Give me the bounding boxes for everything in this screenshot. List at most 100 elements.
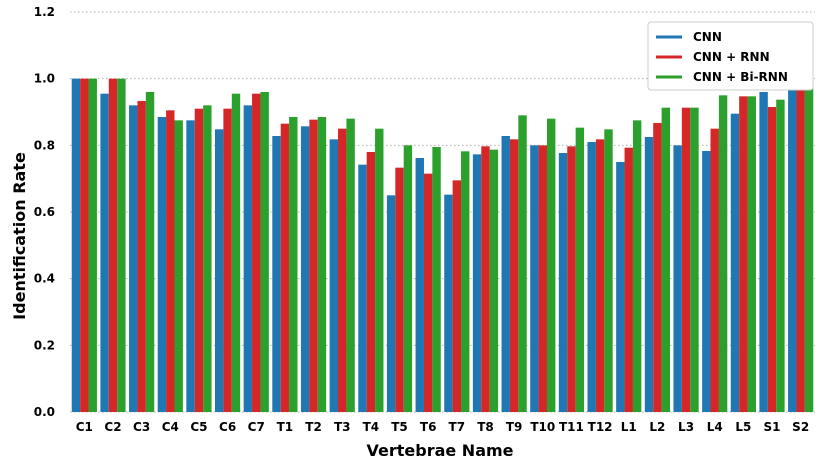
x-tick-label: C7 [248, 420, 265, 434]
bar [461, 151, 470, 413]
bar [223, 108, 232, 413]
bar [530, 145, 539, 413]
x-tick-label: C1 [76, 420, 93, 434]
bar [730, 113, 740, 413]
legend-label: CNN + Bi-RNN [693, 70, 788, 84]
bar [346, 118, 355, 413]
bar [386, 195, 396, 412]
legend-label: CNN [693, 30, 722, 44]
x-tick-label: T5 [391, 420, 408, 434]
y-axis-title: Identification Rate [10, 152, 29, 320]
x-tick-label: L4 [707, 420, 723, 434]
bar [280, 123, 290, 413]
bar [375, 128, 384, 412]
bar [157, 117, 167, 412]
y-tick-label: 1.0 [34, 72, 55, 86]
bar [673, 145, 682, 413]
bar [624, 147, 633, 412]
y-tick-label: 0.6 [34, 205, 55, 219]
bar [329, 139, 339, 413]
bar [546, 118, 556, 413]
x-tick-label: T8 [477, 420, 494, 434]
bar [518, 115, 527, 412]
bar [702, 151, 711, 412]
bar [501, 136, 510, 412]
bar [616, 162, 625, 412]
bar [759, 92, 768, 412]
y-tick-label: 0.2 [34, 338, 55, 352]
bar [300, 126, 310, 412]
bar [604, 129, 613, 413]
bar [567, 146, 576, 413]
x-tick-label: T11 [559, 420, 584, 434]
bar [710, 128, 719, 412]
bar [804, 78, 814, 413]
bar [358, 164, 367, 412]
bars-group [71, 78, 814, 413]
x-tick-label: T7 [449, 420, 466, 434]
x-tick-label: L5 [735, 420, 751, 434]
bar [432, 147, 441, 412]
bar [108, 78, 118, 413]
x-tick-label: T10 [530, 420, 555, 434]
bar [366, 152, 376, 412]
bar [595, 139, 605, 413]
x-tick-label: L2 [649, 420, 665, 434]
bar [403, 145, 413, 413]
bar [194, 108, 204, 413]
bar [231, 93, 241, 413]
x-tick-labels: C1 C2 C3 C4 C5 C6 C7 T1 T2 T3 T4 T5 T6 T7 T8 T9 T10 T11 T1… [76, 420, 809, 434]
bar [137, 101, 146, 412]
y-tick-label: 0.0 [34, 405, 55, 419]
bar [788, 78, 797, 413]
x-tick-label: T4 [363, 420, 380, 434]
bar [272, 136, 281, 412]
bar [690, 107, 699, 413]
bar [739, 96, 748, 412]
bar [444, 194, 453, 412]
x-tick-label: T3 [334, 420, 351, 434]
x-tick-label: C3 [133, 420, 150, 434]
bar [338, 128, 347, 412]
bar [80, 78, 89, 413]
bar [129, 105, 138, 412]
bar [767, 107, 777, 412]
x-tick-label: T12 [588, 420, 613, 434]
x-tick-label: T1 [277, 420, 294, 434]
x-tick-label: L3 [678, 420, 694, 434]
bar [100, 93, 109, 413]
bar [653, 123, 662, 412]
bar [587, 142, 596, 412]
y-tick-label: 0.8 [34, 138, 55, 152]
bar [71, 78, 81, 413]
x-tick-label: C2 [104, 420, 121, 434]
x-tick-label: S2 [792, 420, 809, 434]
bar [203, 105, 212, 412]
bar [117, 78, 126, 413]
bar [558, 153, 568, 412]
x-axis-title: Vertebrae Name [366, 441, 513, 460]
x-tick-label: S1 [764, 420, 781, 434]
bar [452, 180, 462, 412]
bar [145, 92, 155, 412]
bar [252, 93, 261, 413]
y-tick-labels: 0.0 0.2 0.4 0.6 0.8 1.0 1.2 [34, 5, 55, 419]
bar [575, 127, 585, 413]
bar [472, 154, 482, 413]
bar [644, 137, 654, 412]
x-tick-label: C6 [219, 420, 236, 434]
y-tick-label: 0.4 [34, 272, 55, 286]
x-tick-label: C5 [190, 420, 207, 434]
bar [423, 173, 433, 412]
bar [214, 129, 224, 413]
legend: CNN CNN + RNN CNN + Bi-RNN [647, 21, 814, 91]
bar [538, 145, 547, 413]
bar [243, 105, 253, 412]
bar [395, 167, 404, 412]
bar [166, 110, 175, 412]
bar [186, 120, 195, 412]
x-tick-label: C4 [162, 420, 179, 434]
x-tick-label: T9 [506, 420, 523, 434]
x-tick-label: L1 [621, 420, 637, 434]
bar [632, 120, 642, 412]
